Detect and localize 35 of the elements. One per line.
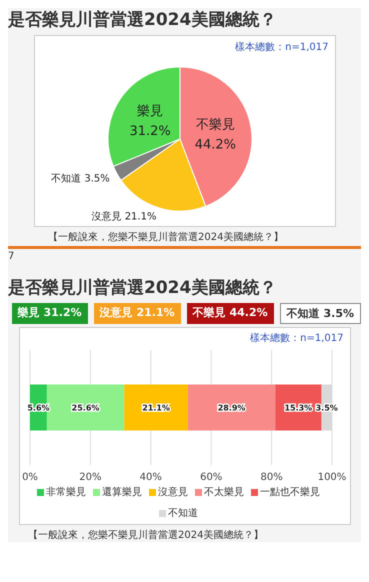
x-tick-label: 40% <box>139 472 162 484</box>
slice-label: 樂見 <box>136 104 163 119</box>
legend-label: 不太樂見 <box>204 486 244 499</box>
bar <box>187 384 275 430</box>
text: 樣本總數：n=1,017 <box>250 332 344 345</box>
text: 【一般說來，您樂不樂見川普當選2024美國總統？】 <box>28 528 264 542</box>
data-label: 21.1% <box>142 404 170 412</box>
text: 不樂見 44.2% <box>186 303 274 324</box>
data-label: 31.2% <box>128 124 170 139</box>
slice-label: 不知道 3.5% <box>50 172 110 184</box>
legend-label: 沒意見 <box>158 486 188 499</box>
legend-label: 一點也不樂見 <box>260 486 320 499</box>
legend-label: 不知道 <box>168 507 198 520</box>
legend-label: 非常樂見 <box>46 486 86 499</box>
chart-title: 是否樂見川普當選2024美國總統？ <box>8 277 278 299</box>
x-tick-label: 60% <box>200 472 222 484</box>
slice-label: 不樂見 <box>195 117 234 132</box>
chart-title: 是否樂見川普當選2024美國總統？ <box>8 9 278 31</box>
text: 樂見 31.2% <box>12 303 88 324</box>
text: 7 <box>8 246 361 262</box>
x-tick-label: 20% <box>78 472 102 484</box>
text: 【一般說來，您樂不樂見川普當選2024美國總統？】 <box>48 230 284 244</box>
x-tick-label: 80% <box>260 472 282 484</box>
data-label: 25.6% <box>71 404 99 412</box>
data-label: 44.2% <box>194 137 236 152</box>
text: 樣本總數：n=1,017 <box>235 40 328 54</box>
x-tick-label: 100% <box>317 472 346 484</box>
text: 不知道 3.5% <box>280 303 361 324</box>
text: 沒意見 21.1% <box>94 303 181 324</box>
x-tick-label: 0% <box>22 472 38 484</box>
data-label: 28.9% <box>217 404 245 412</box>
bar <box>124 384 188 430</box>
slice-label: 沒意見 21.1% <box>91 210 156 222</box>
data-label: 15.3% <box>284 404 312 412</box>
legend-label: 還算樂見 <box>102 486 142 499</box>
